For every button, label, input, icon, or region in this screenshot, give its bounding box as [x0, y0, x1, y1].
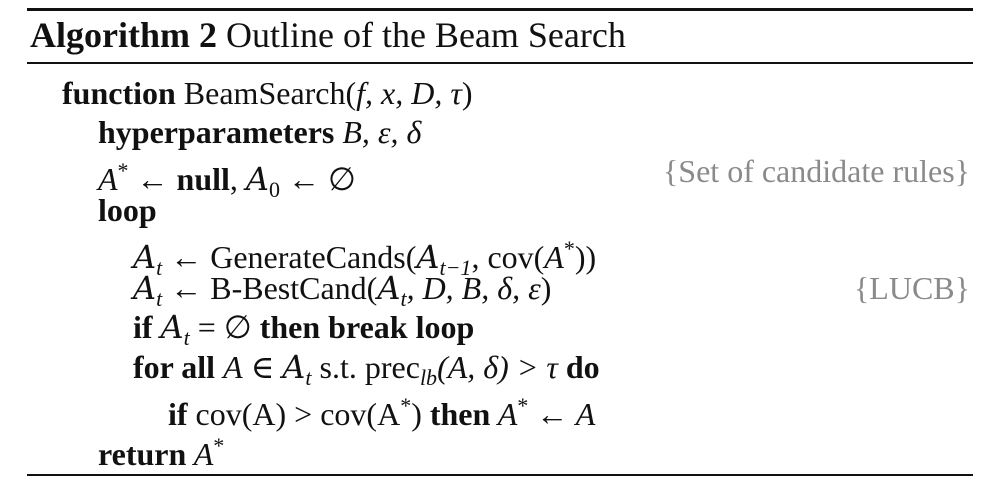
function-b-best-cand: B-BestCand [210, 270, 367, 306]
line-generate: At ← GenerateCands(At−1, cov(A*)) [133, 236, 597, 280]
arrow: ← [136, 161, 169, 197]
keyword-if: if [168, 396, 188, 432]
line-if-break: if At = ∅ then break loop [133, 307, 475, 350]
algorithm-title: Outline of the Beam Search [225, 15, 626, 55]
line-return: return A* [98, 426, 225, 472]
set-a: A [133, 238, 157, 276]
var-a-star: * [517, 393, 529, 418]
line-loop: loop [98, 190, 157, 230]
function-name: BeamSearch [183, 75, 346, 111]
line-function: function BeamSearch(f, x, D, τ) [62, 75, 473, 111]
function-generate-cands: GenerateCands [210, 239, 406, 275]
comment-lucb: {LUCB} [853, 270, 970, 306]
set-a-subscript: t [156, 286, 163, 311]
keyword-hyperparameters: hyperparameters [98, 114, 335, 150]
set-a-subscript: t [156, 255, 163, 280]
prec-args: (A, δ) > τ [437, 349, 566, 385]
set-a-subscript: t [183, 325, 190, 350]
set-a: A [160, 308, 184, 346]
keyword-loop: loop [98, 192, 157, 228]
cov-compare: cov(A) > cov(A [187, 396, 401, 432]
line-init: A* ← null, A0 ← ∅ [98, 158, 356, 202]
function-args: f, x, D, τ [356, 75, 462, 111]
bottom-rule [27, 474, 973, 476]
var-a-star: * [400, 393, 412, 418]
assign-a: ← A [528, 396, 596, 432]
close-paren: ) [411, 396, 430, 432]
function-prec: prec [364, 349, 420, 385]
var-a: A [186, 436, 214, 472]
function-cov: cov [487, 239, 534, 275]
set-a: A [282, 348, 306, 386]
set-a: A [245, 160, 270, 198]
set-a-subscript: t [305, 365, 312, 390]
var-a: A [490, 396, 518, 432]
caption-rule [27, 62, 973, 64]
hyperparameter-vars: B, ε, δ [342, 114, 422, 150]
set-a: A [377, 269, 401, 307]
set-a-subscript: t−1 [439, 255, 472, 280]
algorithm-caption: Algorithm 2 Outline of the Beam Search [30, 10, 626, 60]
keyword-function: function [62, 75, 176, 111]
set-a: A [416, 238, 440, 276]
keyword-then: then [429, 396, 491, 432]
keyword-if: if [133, 309, 153, 345]
such-that: s.t. [311, 349, 365, 385]
top-rule [27, 8, 973, 11]
set-a-subscript: 0 [269, 177, 281, 202]
keyword-for-all: for all [133, 349, 216, 385]
var-a-star: * [117, 158, 129, 183]
algorithm-label: Algorithm 2 [30, 15, 217, 55]
set-a-subscript: t [400, 286, 407, 311]
var-a-star: * [213, 433, 225, 458]
line-best-cand: At ← B-BestCand(At, D, B, δ, ε) [133, 269, 552, 311]
var-a: A [98, 161, 118, 197]
empty-set: ∅ [328, 161, 356, 197]
keyword-do: do [565, 349, 600, 385]
comment-candidate-rules: {Set of candidate rules} [662, 153, 970, 189]
best-cand-args: , D, B, δ, ε [406, 270, 541, 306]
equals-empty: = ∅ [189, 309, 260, 345]
line-if-cov: if cov(A) > cov(A*) then A* ← A [168, 386, 595, 432]
line-for-all: for all A ∈ At s.t. preclb(A, δ) > τ do [133, 347, 600, 390]
set-a: A [133, 269, 157, 307]
line-hyperparameters: hyperparameters B, ε, δ [98, 112, 421, 152]
prec-subscript: lb [419, 365, 438, 390]
var-a-star: * [563, 236, 575, 261]
element-of: ∈ [242, 349, 283, 385]
var-a: A [544, 239, 564, 275]
keyword-return: return [98, 436, 187, 472]
arrow: ← [288, 161, 321, 197]
keyword-then-break-loop: then break loop [259, 309, 475, 345]
keyword-null: null [176, 161, 230, 197]
var-a: A [223, 349, 243, 385]
